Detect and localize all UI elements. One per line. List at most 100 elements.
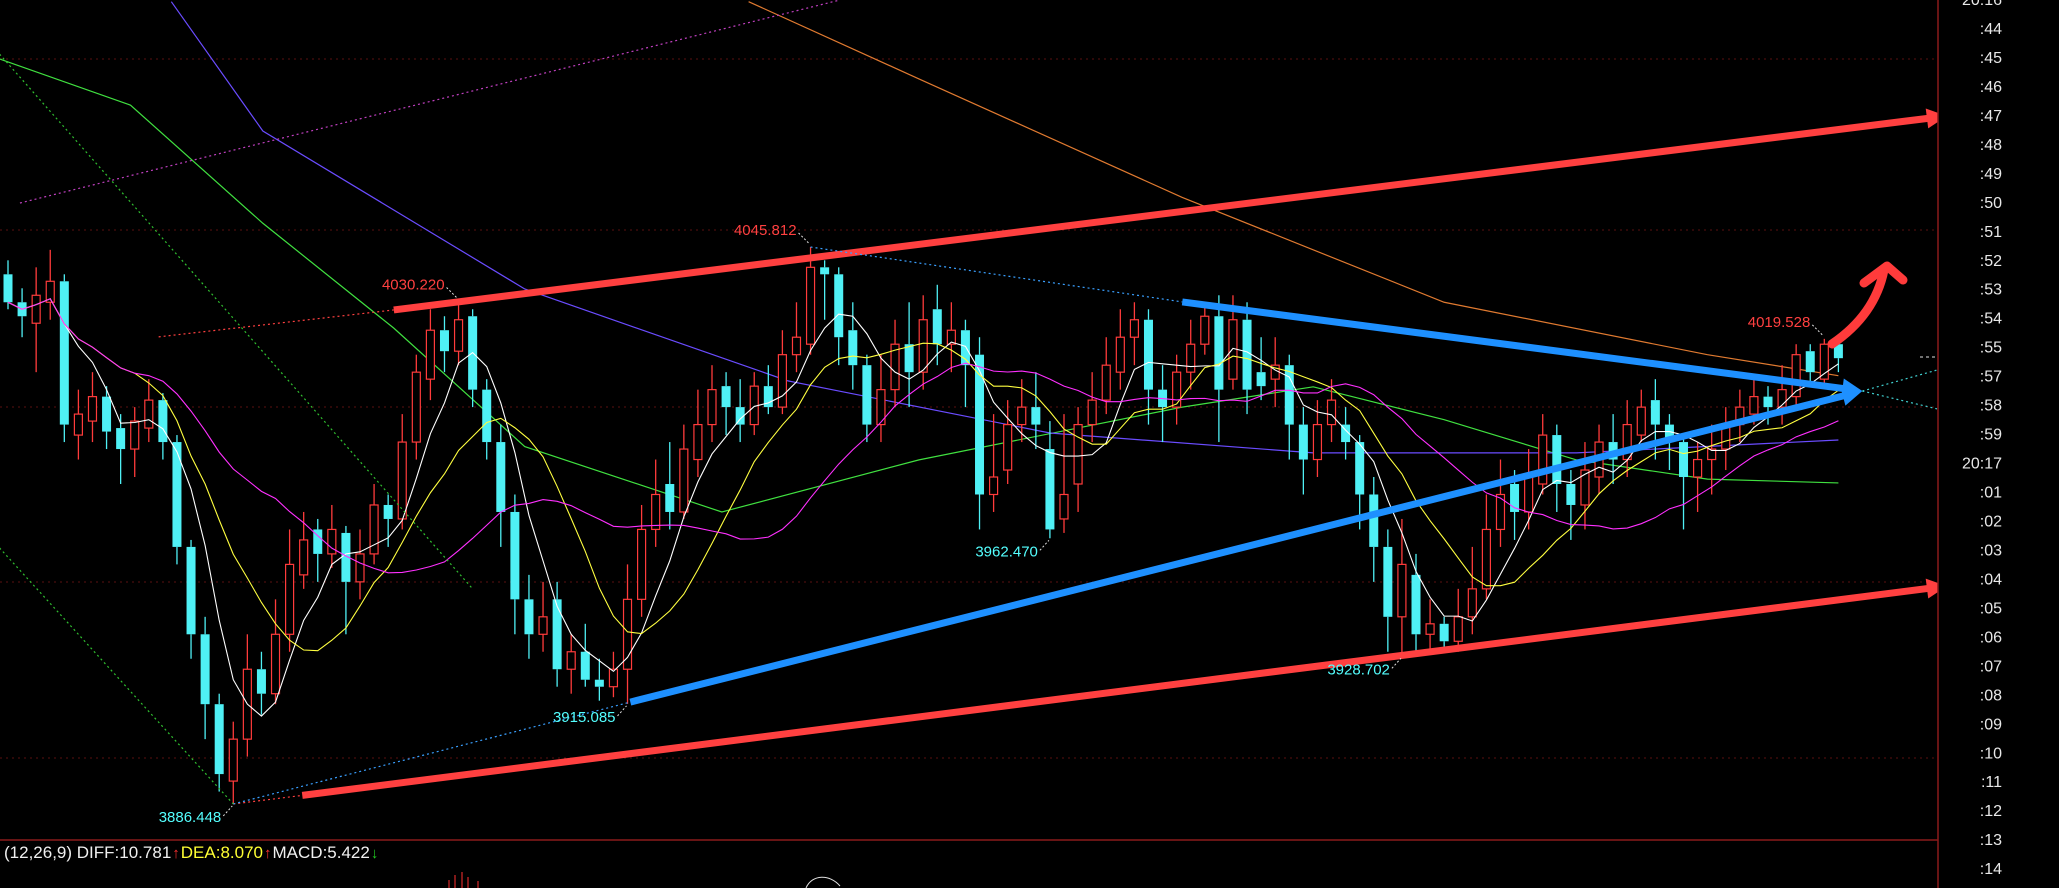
candle-body [1284,365,1294,425]
candle-body [580,651,590,680]
candle-body [144,399,154,429]
axis-label: :57 [1980,369,2002,386]
candle-down [1411,553,1421,652]
candle-body [1453,616,1463,642]
price-annotation: 3928.702 [1327,657,1402,678]
candle-body [1101,364,1111,401]
candle-up [777,330,788,415]
candle-up [1735,389,1745,443]
axis-label: :10 [1980,745,2002,762]
candle-up [1495,459,1506,547]
candle-down [482,379,492,460]
candle-body [299,539,309,576]
axis-label: :52 [1980,253,2002,270]
candle-body [1805,351,1815,373]
candle-up [805,247,816,355]
candle-up [355,529,365,600]
long-ma-line [170,1,1839,454]
dea-up-arrow-icon: ↑ [264,845,272,862]
candle-up [1073,407,1083,512]
candle-body [397,441,407,520]
candle-body [918,319,928,373]
annotation-label: 4030.220 [382,276,445,293]
candle-up [1636,389,1646,443]
candle-down [1805,344,1815,387]
candle-up [1467,546,1477,635]
ma20-line [7,298,1839,574]
candle-body [820,267,830,275]
candle-down [59,274,69,443]
candle-body [988,476,999,496]
axis-label: :08 [1980,687,2002,704]
candle-up [299,511,309,589]
candle-body [45,280,55,303]
trendline-segment [810,246,1183,303]
annotation-label: 3962.470 [975,543,1038,560]
candle-body [1749,396,1759,415]
upper-blue-guide [810,246,1183,303]
candle-body [270,633,281,695]
axis-label: :05 [1980,600,2002,617]
price-axis[interactable]: 20:16:44:45:46:47:48:49:50:51:52:53:54:5… [1962,0,2002,878]
candle-down [1214,295,1224,443]
candle-up [876,354,886,443]
candle-body [1650,400,1660,425]
candle-down [975,337,985,530]
candle-body [383,504,393,519]
candle-up [270,599,281,705]
candle-up [327,504,337,568]
candle-up [1481,494,1492,600]
candle-body [1397,563,1407,618]
axis-label: :02 [1980,513,2002,530]
long-ma-line [748,1,1839,377]
candle-body [1707,448,1717,461]
candle-down [1369,477,1379,582]
candle-body [31,294,41,324]
annotation-pointer-icon [222,805,233,817]
candle-up [1003,400,1013,485]
candle-body [975,354,985,495]
candle-body [636,528,647,600]
candle-up [1622,400,1632,478]
candle-body [1017,406,1027,426]
candle-body [1777,389,1787,408]
lower-red-trendline [301,578,1938,799]
axis-label: :49 [1980,166,2002,183]
candle-body [777,354,788,408]
candle-body [1383,546,1393,617]
price-annotation: 3886.448 [159,805,233,826]
candle-body [1819,343,1829,380]
candle-body [1411,574,1421,635]
trendline-segment [301,584,1934,799]
candle-up [1580,442,1590,530]
candle-up [679,424,689,519]
candle-up [918,295,928,390]
grid-lines [0,58,1938,759]
candle-body [510,511,520,600]
candle-body [1369,494,1379,547]
candle-up [73,389,84,460]
candle-body [1833,344,1843,359]
annotation-label: 4045.812 [734,222,797,239]
candle-up [1087,372,1097,443]
candle-down [1383,529,1393,652]
upper-red-trendline [393,108,1938,314]
candle-up [1059,414,1069,533]
candle-body [73,413,84,436]
candle-down [1679,435,1689,530]
candle-up [1538,414,1548,495]
candle-body [453,319,464,352]
candle-down [102,386,112,450]
candle-body [1510,484,1520,512]
candle-up [1312,400,1323,478]
candle-body [1341,424,1351,443]
candle-up [45,249,55,320]
apex-extension-upper [1862,369,1938,392]
candle-body [1566,484,1576,505]
axis-label: :12 [1980,803,2002,820]
candle-up [946,302,956,373]
candle-down [468,309,478,408]
arrowhead-icon [1925,578,1938,599]
candle-body [411,371,421,443]
